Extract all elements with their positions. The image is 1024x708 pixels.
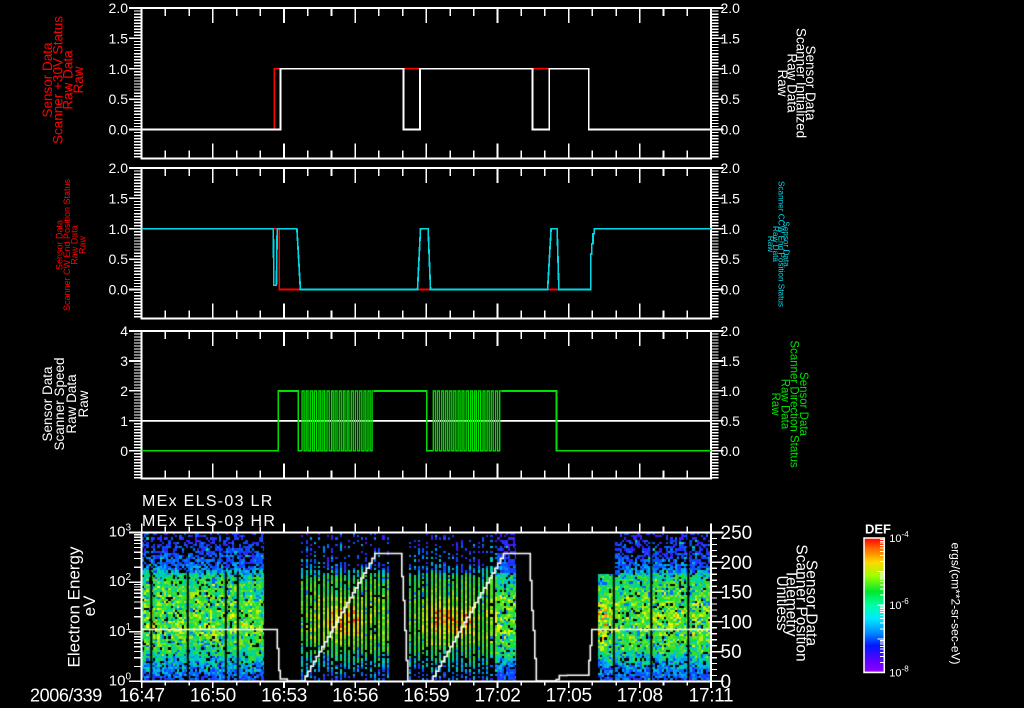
svg-text:Raw: Raw <box>71 66 86 93</box>
svg-text:10-4: 10-4 <box>889 530 909 545</box>
svg-text:Raw Data: Raw Data <box>784 53 799 113</box>
svg-text:Raw Data: Raw Data <box>61 50 76 110</box>
svg-text:100: 100 <box>721 612 753 633</box>
svg-text:0.5: 0.5 <box>109 251 129 267</box>
svg-text:0.5: 0.5 <box>109 91 129 107</box>
svg-text:16:50: 16:50 <box>190 686 236 707</box>
svg-text:MEx ELS-03 HR: MEx ELS-03 HR <box>142 513 276 530</box>
svg-text:Sensor Data: Sensor Data <box>803 560 820 647</box>
svg-text:eV: eV <box>80 595 99 616</box>
svg-text:1.0: 1.0 <box>721 221 741 237</box>
svg-text:Scanner Direction Status: Scanner Direction Status <box>788 340 800 467</box>
svg-text:Raw Data: Raw Data <box>771 226 780 262</box>
svg-text:Scanner Speed: Scanner Speed <box>52 357 67 450</box>
svg-text:1.0: 1.0 <box>109 61 129 77</box>
svg-text:0.0: 0.0 <box>721 443 741 459</box>
svg-text:Electron Energy: Electron Energy <box>65 546 84 667</box>
svg-text:250: 250 <box>721 523 753 544</box>
svg-text:16:56: 16:56 <box>332 686 378 707</box>
svg-text:16:47: 16:47 <box>119 686 165 707</box>
svg-text:Sensor Data: Sensor Data <box>40 366 55 442</box>
svg-text:MEx ELS-03 LR: MEx ELS-03 LR <box>142 493 274 510</box>
svg-text:Raw Data: Raw Data <box>778 379 790 430</box>
svg-text:2.0: 2.0 <box>721 160 741 176</box>
svg-text:ergs/(cm**2-sr-sec-eV): ergs/(cm**2-sr-sec-eV) <box>949 542 963 664</box>
svg-text:16:53: 16:53 <box>261 686 307 707</box>
svg-text:3: 3 <box>120 353 128 369</box>
svg-text:Sensor Data: Sensor Data <box>40 42 55 118</box>
svg-text:Raw Data: Raw Data <box>70 225 80 265</box>
svg-text:1.5: 1.5 <box>109 30 129 46</box>
svg-text:1.5: 1.5 <box>109 190 129 206</box>
svg-text:Raw Data: Raw Data <box>64 374 79 434</box>
svg-text:Scanner Position: Scanner Position <box>793 544 810 661</box>
svg-text:DEF: DEF <box>865 522 891 537</box>
svg-text:17:08: 17:08 <box>617 686 663 707</box>
svg-text:2.0: 2.0 <box>721 323 741 339</box>
svg-text:1.0: 1.0 <box>109 221 129 237</box>
svg-text:Scanner Initialized: Scanner Initialized <box>794 28 809 138</box>
svg-text:1.0: 1.0 <box>721 61 741 77</box>
svg-text:0.5: 0.5 <box>721 91 741 107</box>
svg-text:0.0: 0.0 <box>109 282 129 298</box>
svg-text:1.5: 1.5 <box>721 190 741 206</box>
svg-text:Telemetry: Telemetry <box>783 569 800 636</box>
svg-text:0.0: 0.0 <box>721 282 741 298</box>
svg-text:Raw: Raw <box>769 392 781 416</box>
svg-text:17:11: 17:11 <box>689 686 734 707</box>
svg-text:Sensor Data: Sensor Data <box>55 220 65 270</box>
svg-text:1.5: 1.5 <box>721 353 741 369</box>
svg-text:103: 103 <box>109 523 132 541</box>
svg-text:Raw: Raw <box>775 69 790 96</box>
svg-text:50: 50 <box>721 642 742 663</box>
svg-text:2: 2 <box>120 383 128 399</box>
svg-text:0: 0 <box>120 443 128 459</box>
svg-text:150: 150 <box>721 583 753 604</box>
svg-text:Sensor Data: Sensor Data <box>803 45 818 121</box>
svg-text:2.0: 2.0 <box>109 0 129 16</box>
svg-text:Raw: Raw <box>76 390 91 417</box>
svg-text:2006/339: 2006/339 <box>30 686 102 706</box>
svg-text:Sensor Data: Sensor Data <box>797 372 809 437</box>
svg-text:0.5: 0.5 <box>721 413 741 429</box>
svg-text:1: 1 <box>120 413 128 429</box>
svg-text:Unitless: Unitless <box>773 575 790 630</box>
svg-text:Raw: Raw <box>766 236 775 252</box>
svg-text:Scanner CW End Position Status: Scanner CW End Position Status <box>62 178 72 311</box>
svg-text:10-8: 10-8 <box>889 665 909 680</box>
svg-text:200: 200 <box>721 553 753 574</box>
svg-text:Scanner CCW End Position Statu: Scanner CCW End Position Status <box>776 181 785 307</box>
svg-text:Sensor Data: Sensor Data <box>782 221 791 267</box>
svg-text:0.0: 0.0 <box>721 122 741 138</box>
svg-text:Raw: Raw <box>77 236 87 255</box>
svg-text:0: 0 <box>721 672 732 693</box>
svg-text:10-6: 10-6 <box>889 597 909 612</box>
svg-text:16:59: 16:59 <box>403 686 449 707</box>
svg-text:0.5: 0.5 <box>721 251 741 267</box>
svg-text:17:02: 17:02 <box>474 686 520 707</box>
svg-text:17:05: 17:05 <box>546 686 592 707</box>
svg-text:1.0: 1.0 <box>721 383 741 399</box>
svg-text:Scanner +30V Status: Scanner +30V Status <box>50 16 65 144</box>
svg-text:2.0: 2.0 <box>721 0 741 16</box>
svg-text:102: 102 <box>109 572 132 590</box>
svg-text:101: 101 <box>109 622 132 640</box>
svg-text:0.0: 0.0 <box>109 122 129 138</box>
svg-text:2.0: 2.0 <box>109 160 129 176</box>
svg-text:1.5: 1.5 <box>721 30 741 46</box>
svg-text:4: 4 <box>120 323 128 339</box>
